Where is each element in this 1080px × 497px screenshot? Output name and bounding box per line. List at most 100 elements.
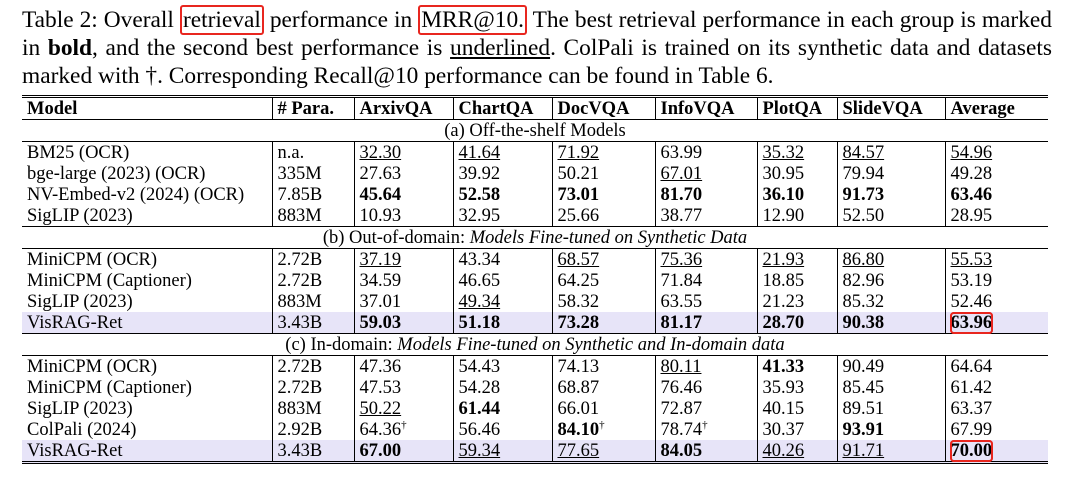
cell-text: 63.96 — [949, 311, 994, 334]
cell-text: 27.63 — [359, 163, 402, 184]
value-cell: 54.96 — [944, 141, 1048, 163]
column-header: InfoVQA — [654, 96, 757, 120]
cell-text: NV-Embed-v2 (2024) (OCR) — [27, 184, 245, 205]
value-cell: 883M — [271, 205, 354, 227]
cell-text: 52.58 — [458, 184, 501, 205]
value-cell: 47.36 — [353, 355, 453, 377]
cell-text: 54.43 — [458, 356, 501, 377]
value-cell: 49.28 — [944, 163, 1048, 184]
value-cell: 70.00 — [944, 439, 1048, 463]
cell-text: 50.21 — [557, 163, 600, 184]
value-cell: 883M — [271, 398, 354, 419]
cell-text: 28.70 — [762, 312, 805, 333]
model-cell: MiniCPM (OCR) — [22, 249, 272, 271]
cell-text: 883M — [277, 398, 322, 419]
value-cell: 32.30 — [353, 141, 453, 163]
value-cell: 2.72B — [271, 270, 354, 291]
cell-text: 43.34 — [458, 249, 501, 270]
model-cell: bge-large (2023) (OCR) — [22, 163, 272, 184]
value-cell: 12.90 — [756, 205, 837, 227]
cell-text: n.a. — [277, 142, 305, 163]
group-title-text: (a) Off-the-shelf Models — [444, 120, 626, 141]
cell-text: 72.87 — [660, 398, 703, 419]
column-header: DocVQA — [551, 96, 655, 120]
cell-text: 67.99 — [950, 419, 993, 440]
cell-text: 40.15 — [762, 398, 805, 419]
model-cell: VisRAG-Ret — [22, 440, 272, 463]
cell-text: MiniCPM (OCR) — [27, 356, 158, 377]
header-row: Model # Para. ArxivQA ChartQA DocVQA InfoVQA P… — [22, 96, 1048, 120]
value-cell: 90.38 — [836, 312, 945, 334]
value-cell: 3.43B — [271, 312, 354, 334]
group-title: (c) In-domain: Models Fine-tuned on Synt… — [22, 333, 1048, 356]
cell-text: 73.01 — [557, 184, 600, 205]
cell-text: 2.72B — [277, 377, 323, 398]
value-cell: 25.66 — [551, 205, 655, 227]
cell-text: 41.33 — [762, 356, 805, 377]
cell-text: 51.18 — [458, 312, 501, 333]
cell-text: 90.38 — [842, 312, 885, 333]
cell-text: 81.70 — [660, 184, 703, 205]
cell-text: 34.59 — [359, 270, 402, 291]
caption-text: . ColPali is trained on its synthetic da… — [22, 35, 1052, 89]
cell-text: MiniCPM (Captioner) — [27, 377, 192, 398]
cell-text: 71.84 — [660, 270, 703, 291]
value-cell: 27.63 — [353, 163, 453, 184]
model-cell: VisRAG-Ret — [22, 312, 272, 334]
value-cell: 52.58 — [452, 184, 552, 205]
value-cell: 37.19 — [353, 248, 453, 270]
value-cell: 34.59 — [353, 270, 453, 291]
value-cell: 51.18 — [452, 312, 552, 334]
cell-text: 91.71 — [842, 440, 885, 461]
value-cell: 85.45 — [836, 377, 945, 398]
dagger: † — [599, 418, 605, 431]
value-cell: 73.28 — [551, 312, 655, 334]
cell-text: 89.51 — [842, 398, 885, 419]
caption-text: bold — [47, 35, 93, 61]
value-cell: 63.99 — [654, 141, 757, 163]
value-cell: 50.22 — [353, 398, 453, 419]
value-cell: 77.65 — [551, 440, 655, 463]
cell-text: 2.72B — [277, 249, 323, 270]
column-header: Model — [22, 96, 272, 120]
value-cell: 45.64 — [353, 184, 453, 205]
model-cell: SigLIP (2023) — [22, 205, 272, 227]
cell-text: 85.45 — [842, 377, 885, 398]
value-cell: 41.64 — [452, 141, 552, 163]
value-cell: 67.00 — [353, 440, 453, 463]
cell-text: 86.80 — [842, 249, 885, 270]
cell-text: 93.91 — [842, 419, 885, 440]
value-cell: 67.99 — [944, 419, 1048, 440]
value-cell: 84.10† — [551, 418, 655, 440]
cell-text: 74.13 — [557, 356, 600, 377]
group-title: (a) Off-the-shelf Models — [22, 119, 1048, 142]
cell-text: bge-large (2023) (OCR) — [27, 163, 206, 184]
cell-text: 54.96 — [950, 142, 993, 163]
group-title-italic: Models Fine-tuned on Synthetic and In-do… — [397, 334, 785, 355]
value-cell: 38.77 — [654, 205, 757, 227]
value-cell: 3.43B — [271, 440, 354, 463]
value-cell: 37.01 — [353, 291, 453, 312]
cell-text: 84.05 — [660, 440, 703, 461]
data-row: BM25 (OCR) n.a. 32.30 41.64 71.92 63.99 35.32 8… — [22, 141, 1048, 163]
value-cell: 61.44 — [452, 398, 552, 419]
value-cell: 28.95 — [944, 205, 1048, 227]
table-body: (a) Off-the-shelf Models BM25 (OCR) n.a. 32… — [22, 119, 1048, 463]
value-cell: 883M — [271, 291, 354, 312]
value-cell: 79.94 — [836, 163, 945, 184]
cell-text: 67.01 — [660, 163, 703, 184]
cell-text: 64.64 — [950, 356, 993, 377]
cell-text: 883M — [277, 291, 322, 312]
value-cell: 81.17 — [654, 312, 757, 334]
cell-text: 3.43B — [277, 440, 323, 461]
value-cell: 54.28 — [452, 377, 552, 398]
group-row: (c) In-domain: Models Fine-tuned on Synt… — [22, 333, 1048, 356]
value-cell: 63.37 — [944, 398, 1048, 419]
cell-text: 63.55 — [660, 291, 703, 312]
cell-text: 67.00 — [359, 440, 402, 461]
column-header: PlotQA — [756, 96, 837, 120]
cell-text: 63.46 — [950, 184, 993, 205]
value-cell: 71.92 — [551, 141, 655, 163]
cell-text: 54.28 — [458, 377, 501, 398]
cell-text: 84.10 — [557, 419, 600, 440]
